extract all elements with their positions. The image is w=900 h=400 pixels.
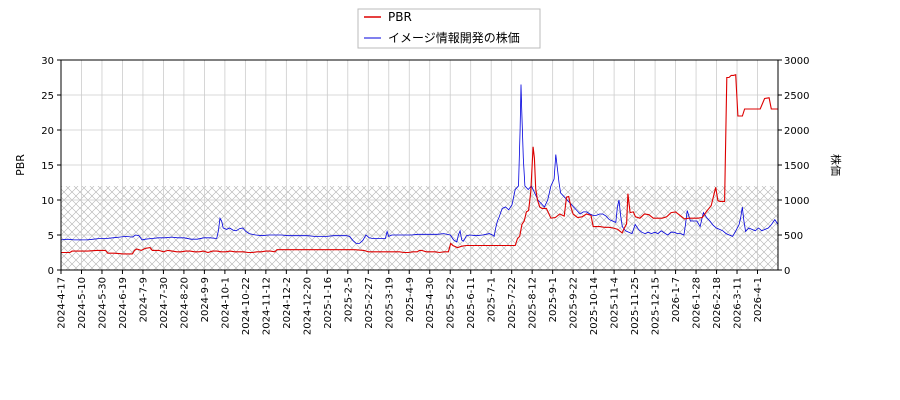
- x-tick-label: 2025-4-9: [405, 277, 416, 322]
- series-line-pbr: [61, 73, 778, 255]
- hatched-reference-band: [61, 186, 778, 270]
- x-tick-label: 2026-3-11: [733, 277, 744, 329]
- right-tick-label: 0: [784, 266, 790, 277]
- x-tick-label: 2025-7-22: [507, 277, 518, 329]
- x-tick-label: 2025-11-4: [610, 277, 621, 329]
- left-tick-label: 10: [41, 196, 54, 207]
- left-tick-label: 20: [41, 126, 54, 137]
- legend-label-price: イメージ情報開発の株価: [388, 30, 520, 45]
- x-tick-label: 2025-9-22: [569, 277, 580, 329]
- x-tick-label: 2025-5-22: [446, 277, 457, 329]
- left-y-ticks: 0 5 10 15 20 25 30: [41, 56, 61, 277]
- x-tick-label: 2024-11-12: [261, 277, 272, 335]
- x-tick-label: 2026-1-7: [671, 277, 682, 322]
- x-tick-label: 2025-1-16: [323, 277, 334, 329]
- x-tick-label: 2025-4-30: [425, 277, 436, 329]
- right-tick-label: 1500: [784, 161, 809, 172]
- x-tick-label: 2025-10-14: [589, 277, 600, 335]
- x-tick-label: 2025-9-1: [548, 277, 559, 322]
- x-tick-label: 2024-9-9: [200, 277, 211, 322]
- left-tick-label: 5: [48, 231, 54, 242]
- x-tick-label: 2024-7-30: [159, 277, 170, 329]
- legend: PBR イメージ情報開発の株価: [357, 8, 541, 49]
- legend-label-pbr: PBR: [388, 10, 412, 24]
- x-tick-label: 2024-10-1: [220, 277, 231, 329]
- x-tick-label: 2026-1-28: [692, 277, 703, 329]
- x-ticks: 2024-4-17 2024-5-10 2024-5-30 2024-6-19 2024…: [57, 270, 764, 335]
- x-tick-label: 2025-7-1: [487, 277, 498, 322]
- x-tick-label: 2025-2-27: [364, 277, 375, 329]
- series-line-price: [60, 84, 779, 244]
- x-tick-label: 2024-6-19: [118, 277, 129, 329]
- x-tick-label: 2024-7-9: [138, 277, 149, 322]
- x-tick-label: 2026-2-18: [712, 277, 723, 329]
- left-tick-label: 25: [41, 91, 54, 102]
- x-tick-label: 2024-12-20: [302, 277, 313, 335]
- grid-lines: [60, 59, 778, 271]
- x-tick-label: 2025-8-12: [528, 277, 539, 329]
- x-tick-label: 2024-8-20: [179, 277, 190, 329]
- x-tick-label: 2024-10-22: [241, 277, 252, 335]
- x-tick-label: 2025-12-15: [651, 277, 662, 335]
- x-tick-label: 2025-11-25: [630, 277, 641, 335]
- left-tick-label: 30: [41, 56, 54, 67]
- right-tick-label: 1000: [784, 196, 809, 207]
- hatch-band-rect: [61, 186, 778, 270]
- right-tick-label: 2000: [784, 126, 809, 137]
- legend-box: [357, 8, 541, 49]
- x-tick-label: 2025-2-5: [343, 277, 354, 322]
- series-layer: [60, 73, 779, 255]
- x-tick-label: 2024-5-10: [77, 277, 88, 329]
- x-tick-label: 2024-5-30: [97, 277, 108, 329]
- left-tick-label: 15: [41, 161, 54, 172]
- y-axis-title-right: 株価: [829, 154, 843, 176]
- right-tick-label: 2500: [784, 91, 809, 102]
- x-tick-label: 2025-6-11: [466, 277, 477, 329]
- right-y-ticks: 0 500 1000 1500 2000 2500 3000: [778, 56, 809, 277]
- right-tick-label: 3000: [784, 56, 809, 67]
- left-tick-label: 0: [48, 266, 54, 277]
- x-tick-label: 2025-3-19: [384, 277, 395, 329]
- y-axis-title-left: PBR: [14, 154, 27, 176]
- right-tick-label: 500: [784, 231, 803, 242]
- x-tick-label: 2026-4-1: [753, 277, 764, 322]
- x-tick-label: 2024-4-17: [57, 277, 68, 329]
- x-tick-label: 2024-12-2: [282, 277, 293, 329]
